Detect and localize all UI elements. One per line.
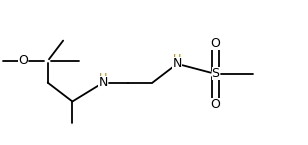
Text: N: N <box>172 57 182 70</box>
Text: H: H <box>173 54 181 64</box>
Text: S: S <box>212 67 220 80</box>
Text: O: O <box>211 37 221 50</box>
Text: N: N <box>99 76 108 89</box>
Text: H: H <box>99 73 107 83</box>
Text: O: O <box>211 98 221 111</box>
Text: O: O <box>18 54 28 67</box>
